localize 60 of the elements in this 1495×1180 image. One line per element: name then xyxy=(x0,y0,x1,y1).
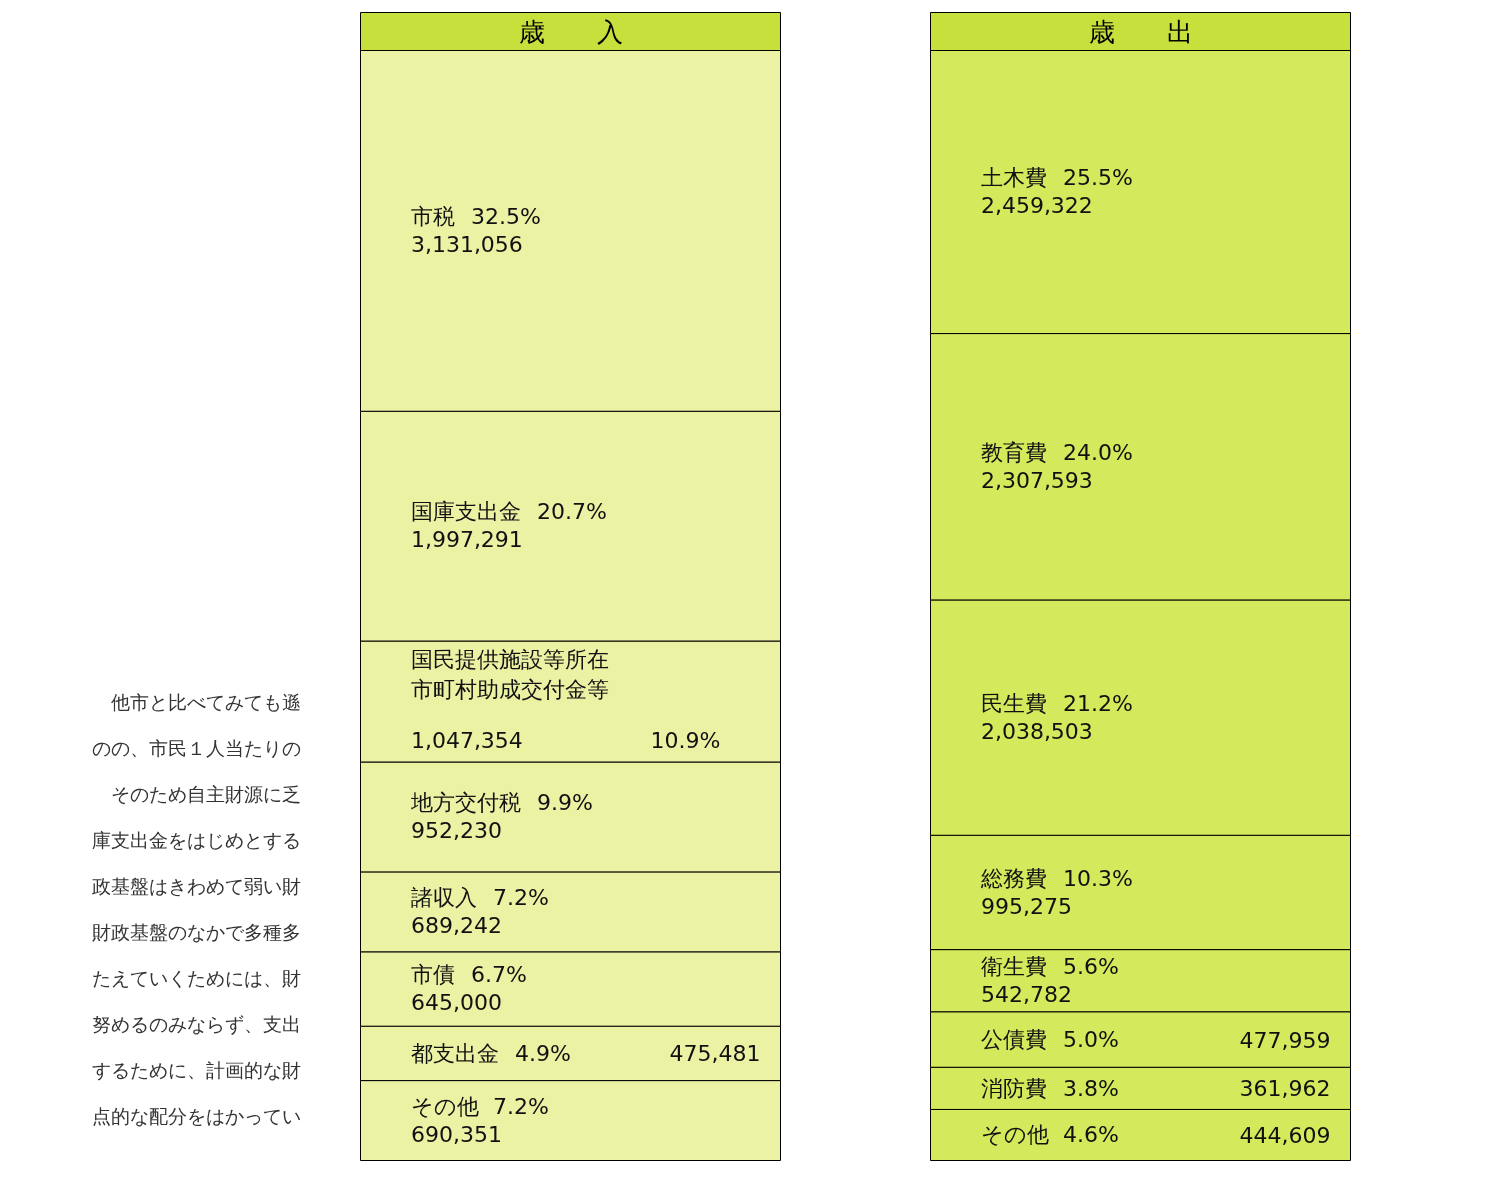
series-label: 諸収入 xyxy=(410,885,477,911)
data-label: 9.9% xyxy=(536,790,593,816)
annotation: 477,959 xyxy=(1239,1027,1331,1053)
data-label: 10.9% xyxy=(650,727,721,753)
series-label: 地方交付税 xyxy=(409,790,521,816)
text: 他市と比べてみても遜 xyxy=(110,690,301,713)
data-label: 7.2% xyxy=(492,1093,549,1119)
text: 点的な配分をはかってい xyxy=(91,1104,301,1127)
annotation: 689,242 xyxy=(410,913,502,939)
series-label: 教育費 xyxy=(980,439,1047,465)
data-label: 6.7% xyxy=(470,962,527,988)
data-label: 10.3% xyxy=(1062,865,1133,891)
series-label: 土木費 xyxy=(980,165,1047,191)
data-label: 5.6% xyxy=(1062,953,1119,979)
data-label: 5.0% xyxy=(1062,1027,1119,1053)
series-label: 民生費 xyxy=(980,690,1047,716)
data-label: 24.0% xyxy=(1062,439,1133,465)
series-label: 総務費 xyxy=(979,865,1047,891)
series-label: 国民提供施設等所在市町村助成交付金等 xyxy=(410,647,609,703)
series-label: 消防費 xyxy=(980,1075,1047,1101)
series-label: 国庫支出金 xyxy=(410,499,521,525)
series-label: その他 xyxy=(980,1122,1049,1148)
data-label: 32.5% xyxy=(470,204,541,230)
data-label: 25.5% xyxy=(1062,165,1133,191)
series-label: 市税 xyxy=(410,204,455,230)
text: 庫支出金をはじめとする xyxy=(91,828,301,851)
text: するために、計画的な財 xyxy=(91,1058,301,1081)
annotation: 645,000 xyxy=(410,990,502,1016)
series-label: 衛生費 xyxy=(980,953,1047,979)
data-label: 20.7% xyxy=(536,499,607,525)
annotation: 1,997,291 xyxy=(410,527,523,553)
text: 努めるのみならず、支出 xyxy=(91,1012,301,1035)
text: たえていくためには、財 xyxy=(91,966,301,989)
series-label: 都支出金 xyxy=(410,1040,499,1066)
annotation: 995,275 xyxy=(980,893,1072,919)
annotation: 542,782 xyxy=(980,981,1072,1007)
annotation: 952,230 xyxy=(410,818,502,844)
data-label: 21.2% xyxy=(1062,690,1133,716)
series-label: 市債 xyxy=(410,962,455,988)
annotation: 2,038,503 xyxy=(980,718,1093,744)
data-label: 4.9% xyxy=(514,1040,571,1066)
series-label: 公債費 xyxy=(980,1027,1047,1053)
data-label: 4.6% xyxy=(1062,1122,1119,1148)
annotation: 2,307,593 xyxy=(980,467,1093,493)
chart-title: 歳 出 xyxy=(1088,16,1193,47)
annotation: 361,962 xyxy=(1239,1076,1331,1102)
annotation: 690,351 xyxy=(410,1121,502,1147)
text: 政基盤はきわめて弱い財 xyxy=(91,874,301,897)
annotation: 2,459,322 xyxy=(980,193,1093,219)
chart-title: 歳 入 xyxy=(518,16,623,47)
series-label: その他 xyxy=(410,1093,479,1119)
data-label: 3.8% xyxy=(1062,1075,1119,1101)
text: のの、市民１人当たりの xyxy=(91,736,301,759)
annotation: 3,131,056 xyxy=(410,232,523,258)
annotation: 444,609 xyxy=(1239,1122,1331,1148)
text: そのため自主財源に乏 xyxy=(110,782,301,805)
data-label: 7.2% xyxy=(492,885,549,911)
annotation: 475,481 xyxy=(669,1041,761,1067)
text: 財政基盤のなかで多種多 xyxy=(91,920,301,943)
annotation: 1,047,354 xyxy=(410,728,523,754)
